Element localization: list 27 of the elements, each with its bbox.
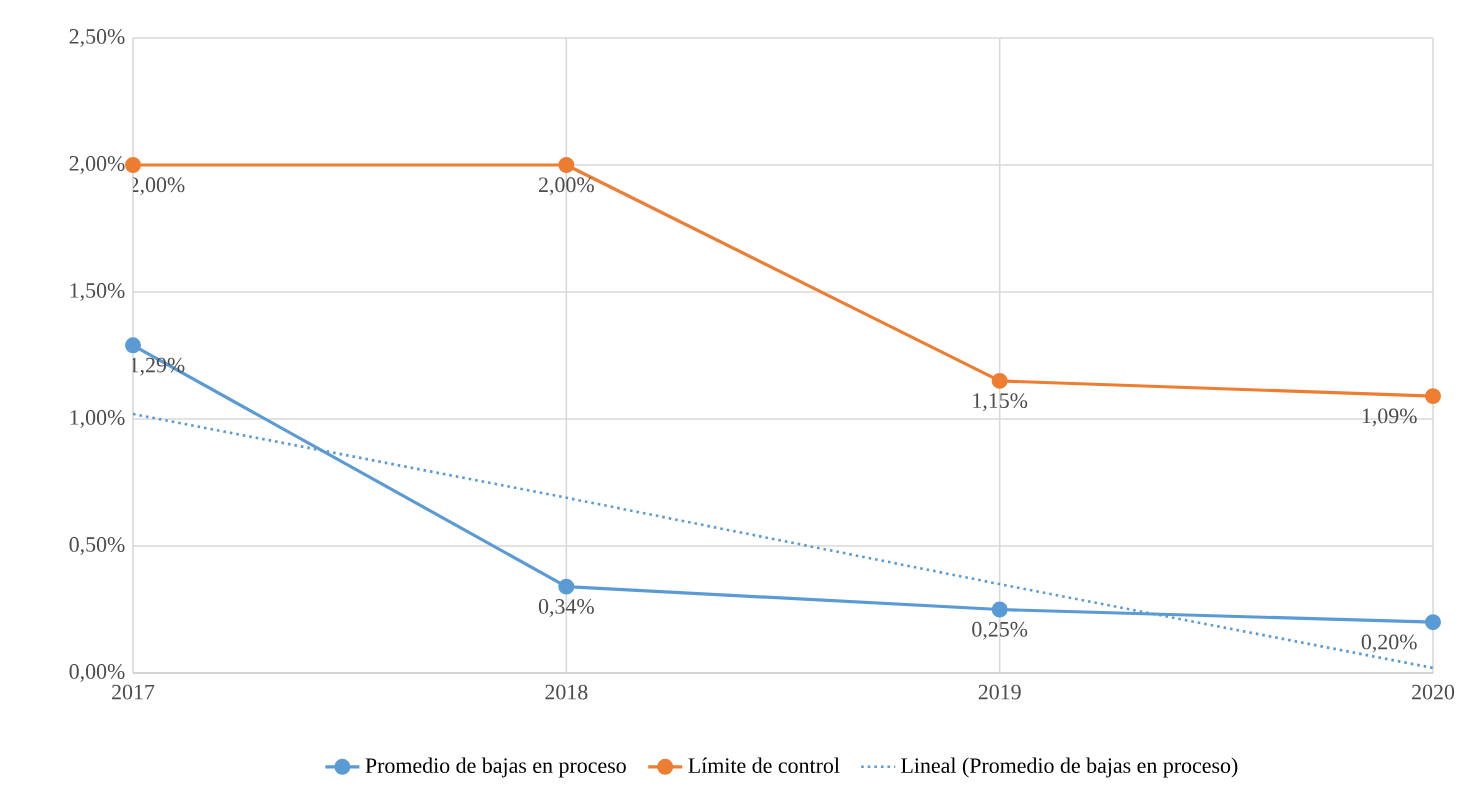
y-tick-label: 1,00% [70, 410, 125, 428]
y-tick-label: 2,00% [69, 156, 125, 174]
point [125, 337, 141, 354]
point [558, 578, 575, 595]
x-tick-label: 2018 [545, 684, 588, 700]
point [1425, 388, 1441, 405]
legend-label: Lineal (Promedio de bajas en proceso) [901, 757, 1238, 778]
y-tick-label: 0,00% [69, 664, 125, 682]
point [558, 157, 575, 173]
legend-label: Límite de control [688, 757, 840, 774]
x-tick-label: 2017 [112, 684, 155, 700]
legend-label: Promedio de bajas en proceso [365, 757, 626, 778]
point [1425, 614, 1441, 631]
y-tick-label: 0,50% [69, 537, 125, 555]
point [125, 157, 141, 173]
data-label: 0,20% [1361, 634, 1417, 653]
y-tick-label: 2,50% [69, 29, 125, 47]
x-tick-label: 2019 [978, 684, 1021, 700]
data-label: 0,25% [972, 621, 1028, 640]
data-label: 1,09% [1362, 408, 1417, 427]
data-label: 0,34% [538, 599, 594, 617]
data-label: 2,00% [539, 177, 594, 196]
point [991, 601, 1008, 618]
x-tick-label: 2020 [1412, 684, 1455, 700]
data-label: 1,15% [973, 393, 1028, 412]
y-tick-label: 1,50% [70, 283, 125, 301]
point [991, 372, 1008, 389]
